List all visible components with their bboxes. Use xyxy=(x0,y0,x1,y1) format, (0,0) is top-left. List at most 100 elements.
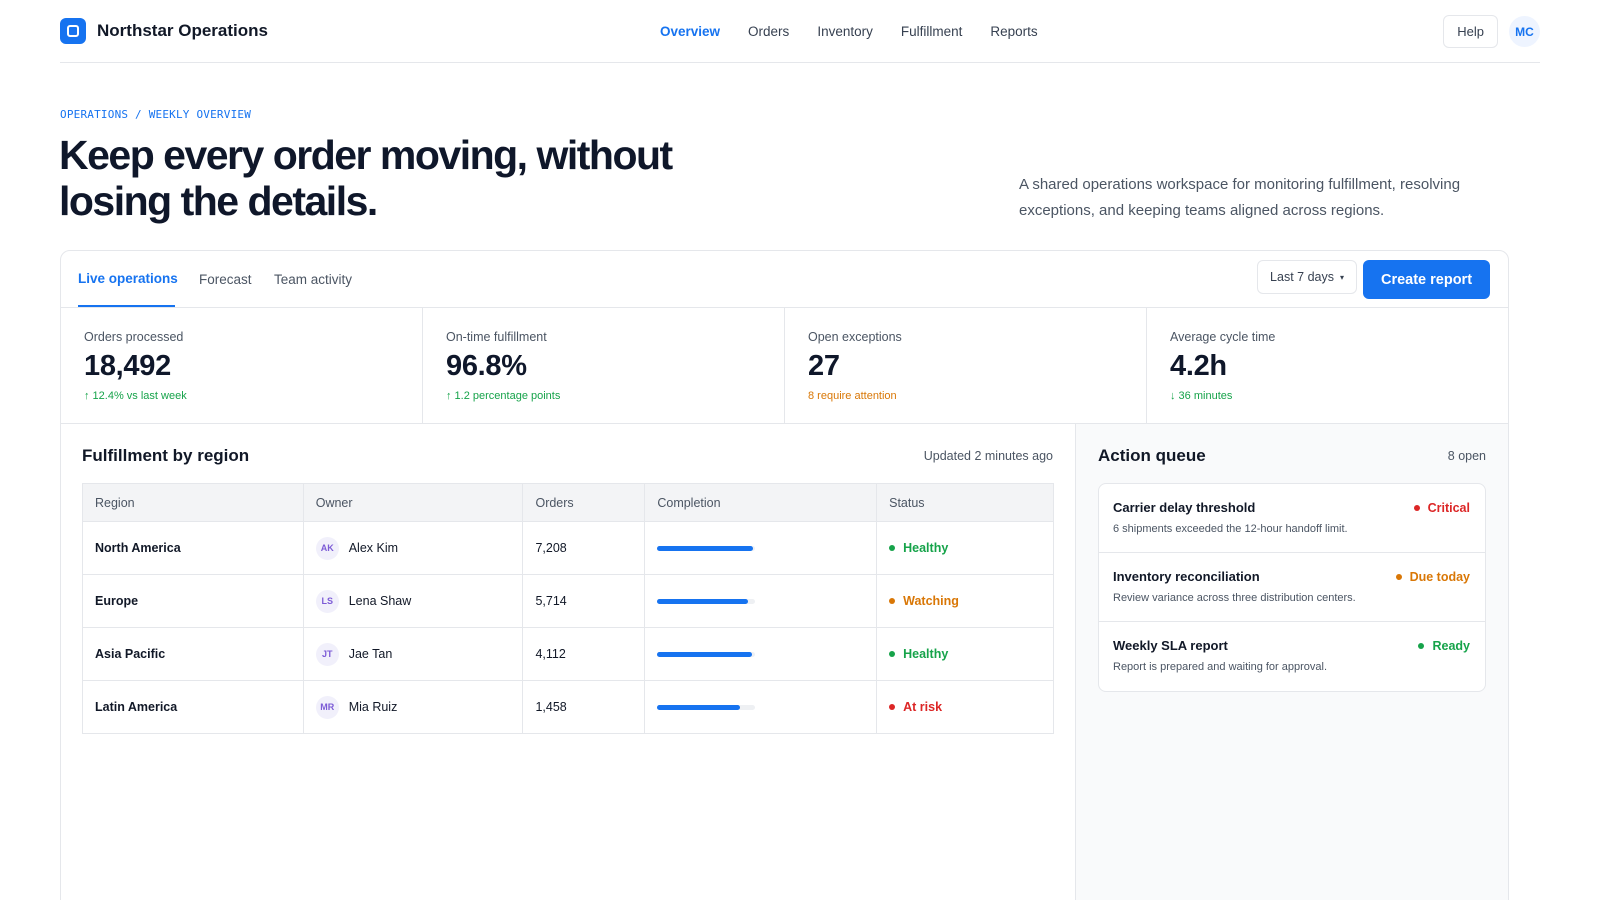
status-label: Watching xyxy=(903,594,959,608)
region-name: North America xyxy=(82,521,304,575)
completion-bar-fill xyxy=(657,545,754,551)
date-range-select[interactable]: Last 7 days ▾ xyxy=(1257,260,1357,294)
completion-bar xyxy=(657,704,756,710)
queue-item-description: Report is prepared and waiting for appro… xyxy=(1113,661,1328,673)
date-range-value: Last 7 days xyxy=(1270,270,1334,284)
status-badge: Due today xyxy=(1395,570,1470,584)
column-header-completion[interactable]: Completion xyxy=(644,483,878,522)
status-label: Healthy xyxy=(903,647,949,661)
queue-item-title: Inventory reconciliation xyxy=(1113,569,1260,584)
tab-forecast[interactable]: Forecast xyxy=(199,272,252,287)
status-dot-icon xyxy=(1418,643,1425,649)
section-title: Fulfillment by region xyxy=(82,446,250,465)
status-cell: At risk xyxy=(876,680,1054,734)
nav-item-overview[interactable]: Overview xyxy=(660,24,721,39)
brand-name: Northstar Operations xyxy=(97,21,268,40)
tab-bar: Live operations Forecast Team activity L… xyxy=(61,251,1508,308)
status-dot-icon xyxy=(889,545,896,551)
queue-item-title: Carrier delay threshold xyxy=(1113,500,1256,515)
kpi-row: Orders processed 18,492 ↑ 12.4% vs last … xyxy=(61,308,1508,424)
status-dot-icon xyxy=(889,704,896,710)
status-dot-icon xyxy=(889,598,896,604)
table-row[interactable]: North America AK Alex Kim 7,208 Healthy xyxy=(82,521,1054,575)
owner-avatar: AK xyxy=(315,536,339,560)
kpi-value: 18,492 xyxy=(84,350,171,382)
user-avatar[interactable]: MC xyxy=(1509,16,1540,47)
region-name: Europe xyxy=(82,574,304,628)
caret-down-icon: ▾ xyxy=(1339,272,1344,282)
kpi-value: 96.8% xyxy=(446,350,527,382)
section-title: Action queue xyxy=(1098,446,1206,465)
nav-item-reports[interactable]: Reports xyxy=(990,24,1038,39)
table-row[interactable]: Europe LS Lena Shaw 5,714 Watching xyxy=(82,574,1054,628)
status-dot-icon xyxy=(1413,505,1420,511)
queue-item-inventory-reconciliation[interactable]: Inventory reconciliation Review variance… xyxy=(1099,553,1485,622)
owner-name: Mia Ruiz xyxy=(348,700,398,714)
create-report-button[interactable]: Create report xyxy=(1363,260,1490,299)
status-badge: At risk xyxy=(889,700,1053,714)
queue-item-weekly-sla-report[interactable]: Weekly SLA report Report is prepared and… xyxy=(1099,622,1485,691)
breadcrumb: OPERATIONS / WEEKLY OVERVIEW xyxy=(60,108,252,121)
status-cell: Healthy xyxy=(876,627,1054,681)
kpi-on-time-fulfillment: On-time fulfillment 96.8% ↑ 1.2 percenta… xyxy=(423,308,785,423)
queue-list: Carrier delay threshold 6 shipments exce… xyxy=(1098,483,1486,692)
column-header-status[interactable]: Status xyxy=(876,483,1054,522)
owner-name: Lena Shaw xyxy=(348,594,412,608)
queue-item-carrier-delay[interactable]: Carrier delay threshold 6 shipments exce… xyxy=(1099,484,1485,553)
completion-bar xyxy=(657,545,756,551)
kpi-label: Orders processed xyxy=(84,330,184,344)
completion-cell xyxy=(644,574,878,628)
operations-card: Live operations Forecast Team activity L… xyxy=(60,250,1509,900)
region-name: Asia Pacific xyxy=(82,627,304,681)
updated-timestamp: Updated 2 minutes ago xyxy=(923,449,1053,463)
kpi-label: Average cycle time xyxy=(1170,330,1276,344)
region-name: Latin America xyxy=(82,680,304,734)
orders-count: 5,714 xyxy=(522,574,646,628)
queue-item-description: 6 shipments exceeded the 12-hour handoff… xyxy=(1113,523,1348,535)
table-row[interactable]: Latin America MR Mia Ruiz 1,458 At risk xyxy=(82,680,1054,734)
status-cell: Healthy xyxy=(876,521,1054,575)
status-badge: Ready xyxy=(1418,639,1470,653)
status-dot-icon xyxy=(1395,574,1402,580)
nav-item-fulfillment[interactable]: Fulfillment xyxy=(900,24,963,39)
column-header-orders[interactable]: Orders xyxy=(522,483,646,522)
orders-count: 7,208 xyxy=(522,521,646,575)
nav-item-orders[interactable]: Orders xyxy=(748,24,790,39)
table-row[interactable]: Asia Pacific JT Jae Tan 4,112 Healthy xyxy=(82,627,1054,681)
column-header-owner[interactable]: Owner xyxy=(302,483,524,522)
page-description: A shared operations workspace for monito… xyxy=(1019,176,1461,219)
status-label: Critical xyxy=(1427,501,1470,515)
status-badge: Critical xyxy=(1413,501,1470,515)
status-badge: Watching xyxy=(889,594,1053,608)
kpi-delta: ↑ 1.2 percentage points xyxy=(446,390,561,402)
logo-icon xyxy=(60,18,86,44)
owner-cell: AK Alex Kim xyxy=(302,521,524,575)
completion-bar-fill xyxy=(657,598,749,604)
tab-team-activity[interactable]: Team activity xyxy=(274,272,353,287)
brand[interactable]: Northstar Operations xyxy=(60,18,268,44)
nav-item-inventory[interactable]: Inventory xyxy=(817,24,873,39)
queue-item-description: Review variance across three distributio… xyxy=(1113,592,1356,604)
completion-cell xyxy=(644,521,878,575)
status-label: At risk xyxy=(903,700,943,714)
column-header-region[interactable]: Region xyxy=(82,483,304,522)
kpi-open-exceptions: Open exceptions 27 8 require attention xyxy=(785,308,1147,423)
help-button[interactable]: Help xyxy=(1443,15,1498,48)
kpi-label: On-time fulfillment xyxy=(446,330,547,344)
kpi-label: Open exceptions xyxy=(808,330,902,344)
tab-live-operations[interactable]: Live operations xyxy=(78,271,178,286)
owner-cell: MR Mia Ruiz xyxy=(302,680,524,734)
fulfillment-by-region: Fulfillment by region Updated 2 minutes … xyxy=(61,424,1075,900)
kpi-delta: ↑ 12.4% vs last week xyxy=(84,390,187,402)
status-dot-icon xyxy=(889,651,896,657)
queue-item-title: Weekly SLA report xyxy=(1113,638,1228,653)
region-table: Region Owner Orders Completion Status No… xyxy=(82,483,1054,734)
table-header-row: Region Owner Orders Completion Status xyxy=(82,483,1054,522)
owner-name: Jae Tan xyxy=(348,647,393,661)
status-badge: Healthy xyxy=(889,541,1053,555)
owner-avatar: MR xyxy=(315,695,339,719)
kpi-delta: 8 require attention xyxy=(808,390,897,402)
status-badge: Healthy xyxy=(889,647,1053,661)
orders-count: 1,458 xyxy=(522,680,646,734)
main-nav: Overview Orders Inventory Fulfillment Re… xyxy=(660,24,1066,39)
